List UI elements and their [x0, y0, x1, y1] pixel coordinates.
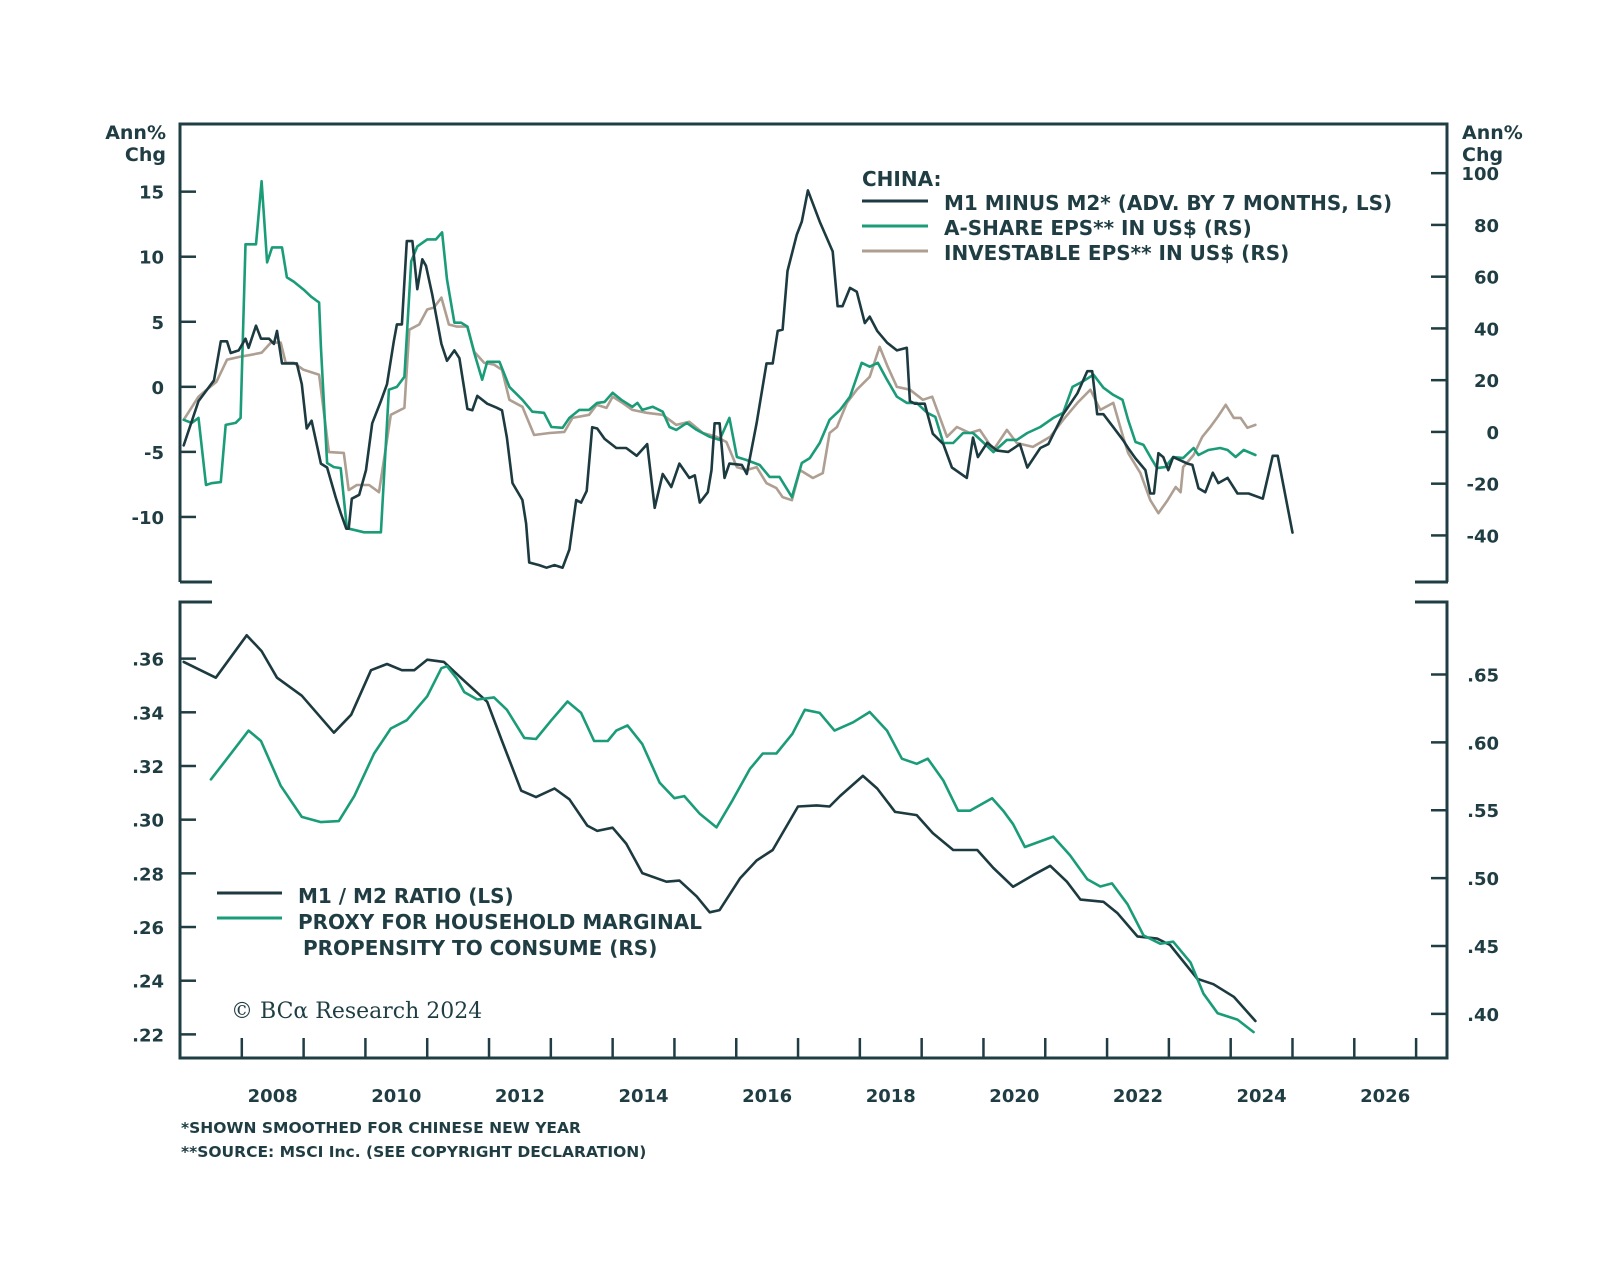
- y-tick-label-left: .34: [132, 703, 164, 724]
- series-line-a-share-eps-in-us-rs: [182, 179, 1257, 534]
- top-right-ticks: 100 80 60 40 20 0 -20 -40: [1431, 164, 1499, 547]
- y-tick-label-right: 100: [1461, 164, 1499, 185]
- left-axis-title-line2: Chg: [125, 144, 166, 166]
- y-tick-label-left: 15: [139, 183, 164, 204]
- bottom-series-group: [182, 634, 1257, 1034]
- y-tick-label-right: .40: [1467, 1005, 1499, 1026]
- y-tick-label-right: .45: [1467, 937, 1499, 958]
- legend-label-propensity-line1: PROXY FOR HOUSEHOLD MARGINAL: [298, 910, 702, 934]
- x-tick-label: 2010: [371, 1086, 421, 1107]
- series-line-m1-m2-ratio-ls: [182, 634, 1257, 1023]
- y-tick-label-left: 0: [151, 378, 164, 399]
- right-axis-title-line1: Ann%: [1462, 122, 1523, 144]
- legend-label-a-share-eps: A-SHARE EPS** IN US$ (RS): [944, 216, 1252, 240]
- y-tick-label-left: .36: [132, 650, 164, 671]
- y-tick-label-left: .30: [132, 811, 164, 832]
- x-tick-label: 2012: [495, 1086, 545, 1107]
- y-tick-label-right: 40: [1474, 319, 1499, 340]
- series-line-investable-eps-in-us-rs: [182, 296, 1257, 515]
- y-tick-label-right: 80: [1474, 216, 1499, 237]
- bottom-right-ticks: .65 .60 .55 .50 .45 .40: [1431, 665, 1499, 1026]
- y-tick-label-left: .28: [132, 864, 164, 885]
- y-tick-label-left: -5: [144, 443, 164, 464]
- y-tick-label-right: -20: [1466, 475, 1499, 496]
- bottom-left-ticks: .36 .34 .32 .30 .28 .26 .24 .22: [132, 650, 196, 1046]
- bottom-panel-frame: [178, 600, 1449, 1060]
- x-tick-label: 2020: [989, 1086, 1039, 1107]
- x-tick-label: 2026: [1360, 1086, 1410, 1107]
- x-tick-label: 2024: [1237, 1086, 1287, 1107]
- y-tick-label-left: .26: [132, 918, 164, 939]
- x-tick-label: 2016: [742, 1086, 792, 1107]
- legend-label-propensity-line2: PROPENSITY TO CONSUME (RS): [303, 936, 657, 960]
- y-tick-label-right: 60: [1474, 268, 1499, 289]
- series-line-proxy-for-household-marginal-propensity-to-consume-rs: [209, 664, 1255, 1034]
- footnote-source: **SOURCE: MSCI Inc. (SEE COPYRIGHT DECLA…: [181, 1143, 646, 1161]
- x-tick-label: 2018: [866, 1086, 916, 1107]
- copyright-notice: © BCα Research 2024: [231, 999, 482, 1024]
- x-ticks: [240, 1038, 1418, 1058]
- y-tick-label-left: 10: [139, 248, 164, 269]
- series-line-m1-minus-m2-adv-by-7-months-ls: [182, 189, 1294, 569]
- top-panel-frame: [178, 122, 1449, 584]
- x-tick-labels: 2008 2010 2012 2014 2016 2018 2020 2022 2024 2026: [248, 1086, 1411, 1107]
- x-tick-label: 2022: [1113, 1086, 1163, 1107]
- y-tick-label-right: -40: [1466, 526, 1499, 547]
- y-tick-label-left: .24: [132, 972, 164, 993]
- x-tick-label: 2014: [618, 1086, 668, 1107]
- y-tick-label-left: .32: [132, 757, 164, 778]
- top-series-group: [182, 179, 1294, 569]
- y-tick-label-left: .22: [132, 1025, 164, 1046]
- y-tick-label-left: 5: [151, 313, 164, 334]
- x-tick-label: 2008: [248, 1086, 298, 1107]
- left-axis-title-line1: Ann%: [105, 122, 166, 144]
- bottom-legend: M1 / M2 RATIO (LS) PROXY FOR HOUSEHOLD M…: [217, 884, 702, 960]
- legend-label-m1-m2-ratio: M1 / M2 RATIO (LS): [298, 884, 514, 908]
- top-legend: CHINA: M1 MINUS M2* (ADV. BY 7 MONTHS, L…: [862, 167, 1392, 265]
- y-tick-label-right: .55: [1467, 801, 1499, 822]
- y-tick-label-right: 20: [1474, 371, 1499, 392]
- right-axis-title-line2: Chg: [1462, 144, 1503, 166]
- y-tick-label-left: -10: [131, 508, 164, 529]
- y-tick-label-right: .65: [1467, 665, 1499, 686]
- y-tick-label-right: 0: [1486, 423, 1499, 444]
- footnote-smoothed: *SHOWN SMOOTHED FOR CHINESE NEW YEAR: [181, 1119, 581, 1137]
- y-tick-label-right: .60: [1467, 733, 1499, 754]
- top-left-ticks: 15 10 5 0 -5 -10: [131, 183, 196, 529]
- legend-label-m1-minus-m2: M1 MINUS M2* (ADV. BY 7 MONTHS, LS): [944, 191, 1392, 215]
- legend-label-investable-eps: INVESTABLE EPS** IN US$ (RS): [944, 241, 1289, 265]
- y-tick-label-right: .50: [1467, 869, 1499, 890]
- top-legend-title: CHINA:: [862, 167, 941, 191]
